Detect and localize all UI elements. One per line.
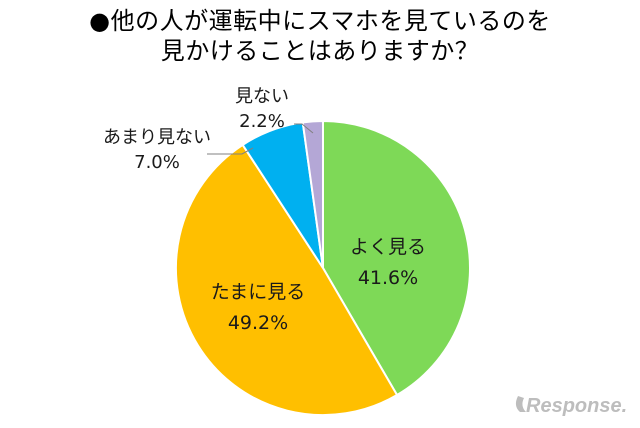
slice-label-yoku-miru: よく見る <box>350 236 426 258</box>
slice-value-yoku-miru: 41.6% <box>358 267 418 289</box>
slice-value-minai: 2.2% <box>239 111 285 132</box>
slice-label-minai: 見ない <box>235 86 289 107</box>
chart-title-line-2: 見かけることはありますか？ <box>160 37 480 65</box>
watermark-text: Response. <box>526 395 627 417</box>
response-watermark: Response. <box>515 395 627 417</box>
pie-slice-minai <box>301 119 324 269</box>
chart-title-line-1: ●他の人が運転中にスマホを見ているのを <box>89 7 551 35</box>
slice-label-tamani-miru: たまに見る <box>211 281 305 303</box>
pie-slice-yoku-miru <box>322 119 471 397</box>
slice-label-amari-minai: あまり見ない <box>103 127 211 148</box>
pie-slice-tamani-miru <box>174 143 399 417</box>
leader-line-minai <box>294 123 314 134</box>
response-logo-swoosh-icon <box>515 396 526 412</box>
leader-line-amari-minai <box>207 147 254 155</box>
chart-title: ●他の人が運転中にスマホを見ているのを 見かけることはありますか？ <box>0 6 640 66</box>
slice-value-amari-minai: 7.0% <box>134 152 180 173</box>
slice-value-tamani-miru: 49.2% <box>228 312 288 334</box>
